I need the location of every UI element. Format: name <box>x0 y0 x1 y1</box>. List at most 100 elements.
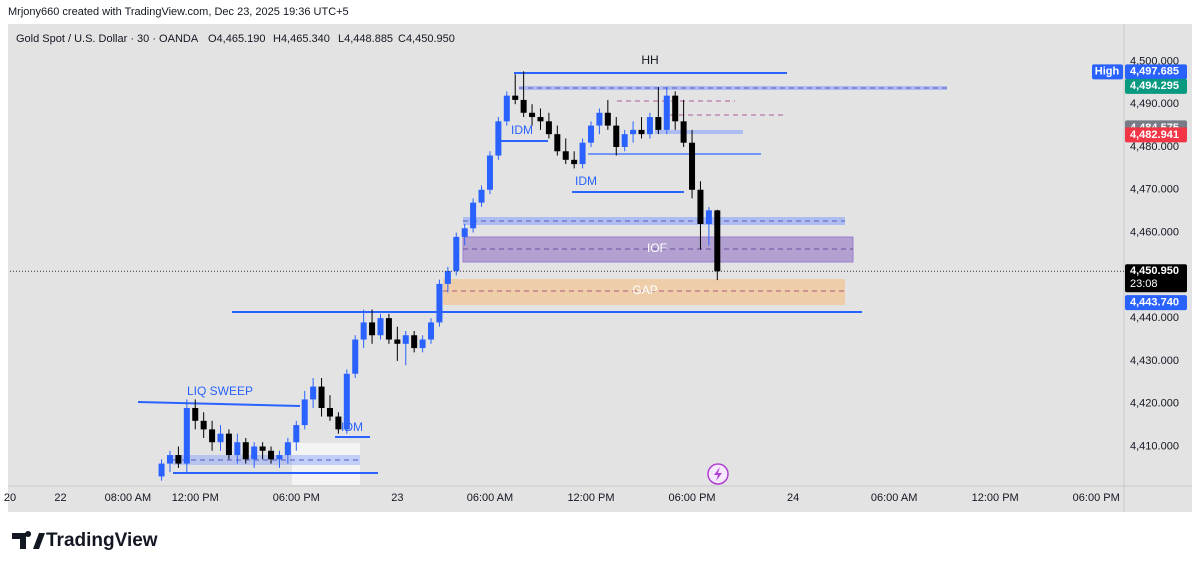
price-badge-tag: High <box>1095 66 1120 78</box>
idm-label: IDM <box>575 174 597 188</box>
candle-body <box>655 117 662 130</box>
candle-body <box>689 142 696 190</box>
candle-body <box>621 134 628 147</box>
candle-body <box>394 339 401 344</box>
candle-body <box>335 416 342 430</box>
candle-body <box>436 283 443 323</box>
ohlc-low: L4,448.885 <box>338 33 393 45</box>
x-tick-label: 24 <box>787 492 799 504</box>
candle-body <box>402 335 409 344</box>
candle-body <box>554 134 561 152</box>
price-badge <box>1125 127 1187 143</box>
price-badge <box>1125 295 1187 311</box>
x-tick-label: 20 <box>4 492 16 504</box>
drawings <box>137 72 947 485</box>
candle-body <box>352 339 359 374</box>
mid-zone <box>655 130 743 134</box>
candle-body <box>259 446 266 451</box>
y-tick-label: 4,420.000 <box>1130 398 1179 410</box>
candle-body <box>242 442 249 460</box>
attribution: Mrjony660 created with TradingView.com, … <box>8 6 349 18</box>
candle-body <box>562 151 569 160</box>
candle-body <box>613 125 620 147</box>
candle-body <box>478 189 485 203</box>
candle-body <box>192 407 199 421</box>
candle-body <box>225 433 232 456</box>
candle-body <box>343 373 350 430</box>
x-tick-label: 12:00 PM <box>972 492 1019 504</box>
candle-body <box>369 322 376 336</box>
candle-body <box>461 228 468 237</box>
candle-body <box>520 99 527 113</box>
y-tick-label: 4,470.000 <box>1130 184 1179 196</box>
candle-body <box>646 117 653 135</box>
candle-body <box>251 446 258 460</box>
candle-body <box>284 442 291 456</box>
y-tick-label: 4,490.000 <box>1130 98 1179 110</box>
y-tick-label: 4,460.000 <box>1130 226 1179 238</box>
price-badge-label: 4,443.740 <box>1130 297 1179 309</box>
x-tick-label: 06:00 PM <box>668 492 715 504</box>
x-tick-label: 06:00 AM <box>467 492 513 504</box>
price-badge-label: 4,497.685 <box>1130 66 1179 78</box>
candle-body <box>672 95 679 122</box>
candle-body <box>714 210 721 272</box>
y-tick-label: 4,410.000 <box>1130 440 1179 452</box>
x-tick-label: 06:00 PM <box>273 492 320 504</box>
session-box <box>292 443 360 485</box>
candle-body <box>200 420 207 430</box>
top-zone <box>519 86 947 90</box>
candle-body <box>587 125 594 143</box>
candle-body <box>705 210 712 225</box>
candle-body <box>183 407 190 464</box>
gap-zone <box>443 279 845 305</box>
x-tick-label: 06:00 AM <box>871 492 917 504</box>
ohlc-open: O4,465.190 <box>208 33 266 45</box>
x-tick-label: 08:00 AM <box>105 492 151 504</box>
candle-body <box>453 236 460 272</box>
logo[interactable]: TradingView <box>12 530 158 551</box>
candle-body <box>385 318 392 340</box>
event-icon[interactable] <box>707 463 729 485</box>
x-tick-label: 12:00 PM <box>567 492 614 504</box>
candle-body <box>268 450 275 460</box>
candle-body <box>545 121 552 135</box>
x-tick-label: 06:00 PM <box>1073 492 1120 504</box>
price-badge-tag-bg <box>1092 64 1123 80</box>
candle-body <box>158 463 165 477</box>
price-badge <box>1125 78 1187 94</box>
y-tick-label: 4,440.000 <box>1130 312 1179 324</box>
candle-body <box>444 271 451 284</box>
candle-body <box>293 425 300 443</box>
candle-body <box>663 95 670 130</box>
iof-label: IOF <box>647 241 667 255</box>
candle-body <box>411 335 418 349</box>
price-badge-label: 4,450.950 <box>1130 265 1179 277</box>
candle-body <box>175 455 182 464</box>
candle-body <box>579 142 586 165</box>
event-icon-bolt <box>714 467 722 481</box>
candle-body <box>537 117 544 122</box>
gap-label: GAP <box>632 283 657 297</box>
candle-body <box>604 112 611 126</box>
x-tick-label: 12:00 PM <box>172 492 219 504</box>
candle-body <box>630 129 637 135</box>
candle-body <box>697 189 704 225</box>
y-tick-label: 4,500.000 <box>1130 55 1179 67</box>
chart-panel <box>8 24 1192 512</box>
price-badge <box>1125 64 1187 80</box>
candle-body <box>495 121 502 156</box>
price-badge-label: 4,482.941 <box>1130 129 1179 141</box>
price-badge-tag: 23:08 <box>1130 278 1158 290</box>
candle-body <box>419 339 426 349</box>
logo-text[interactable]: TradingView <box>46 530 158 551</box>
y-tick-label: 4,480.000 <box>1130 141 1179 153</box>
candle-body <box>486 155 493 190</box>
candle-body <box>276 455 283 460</box>
candle-body <box>166 455 173 464</box>
candle-body <box>512 95 519 100</box>
x-tick-label: 22 <box>54 492 66 504</box>
candles <box>158 71 721 481</box>
ohlc-close: C4,450.950 <box>398 33 455 45</box>
candle-body <box>318 386 325 408</box>
